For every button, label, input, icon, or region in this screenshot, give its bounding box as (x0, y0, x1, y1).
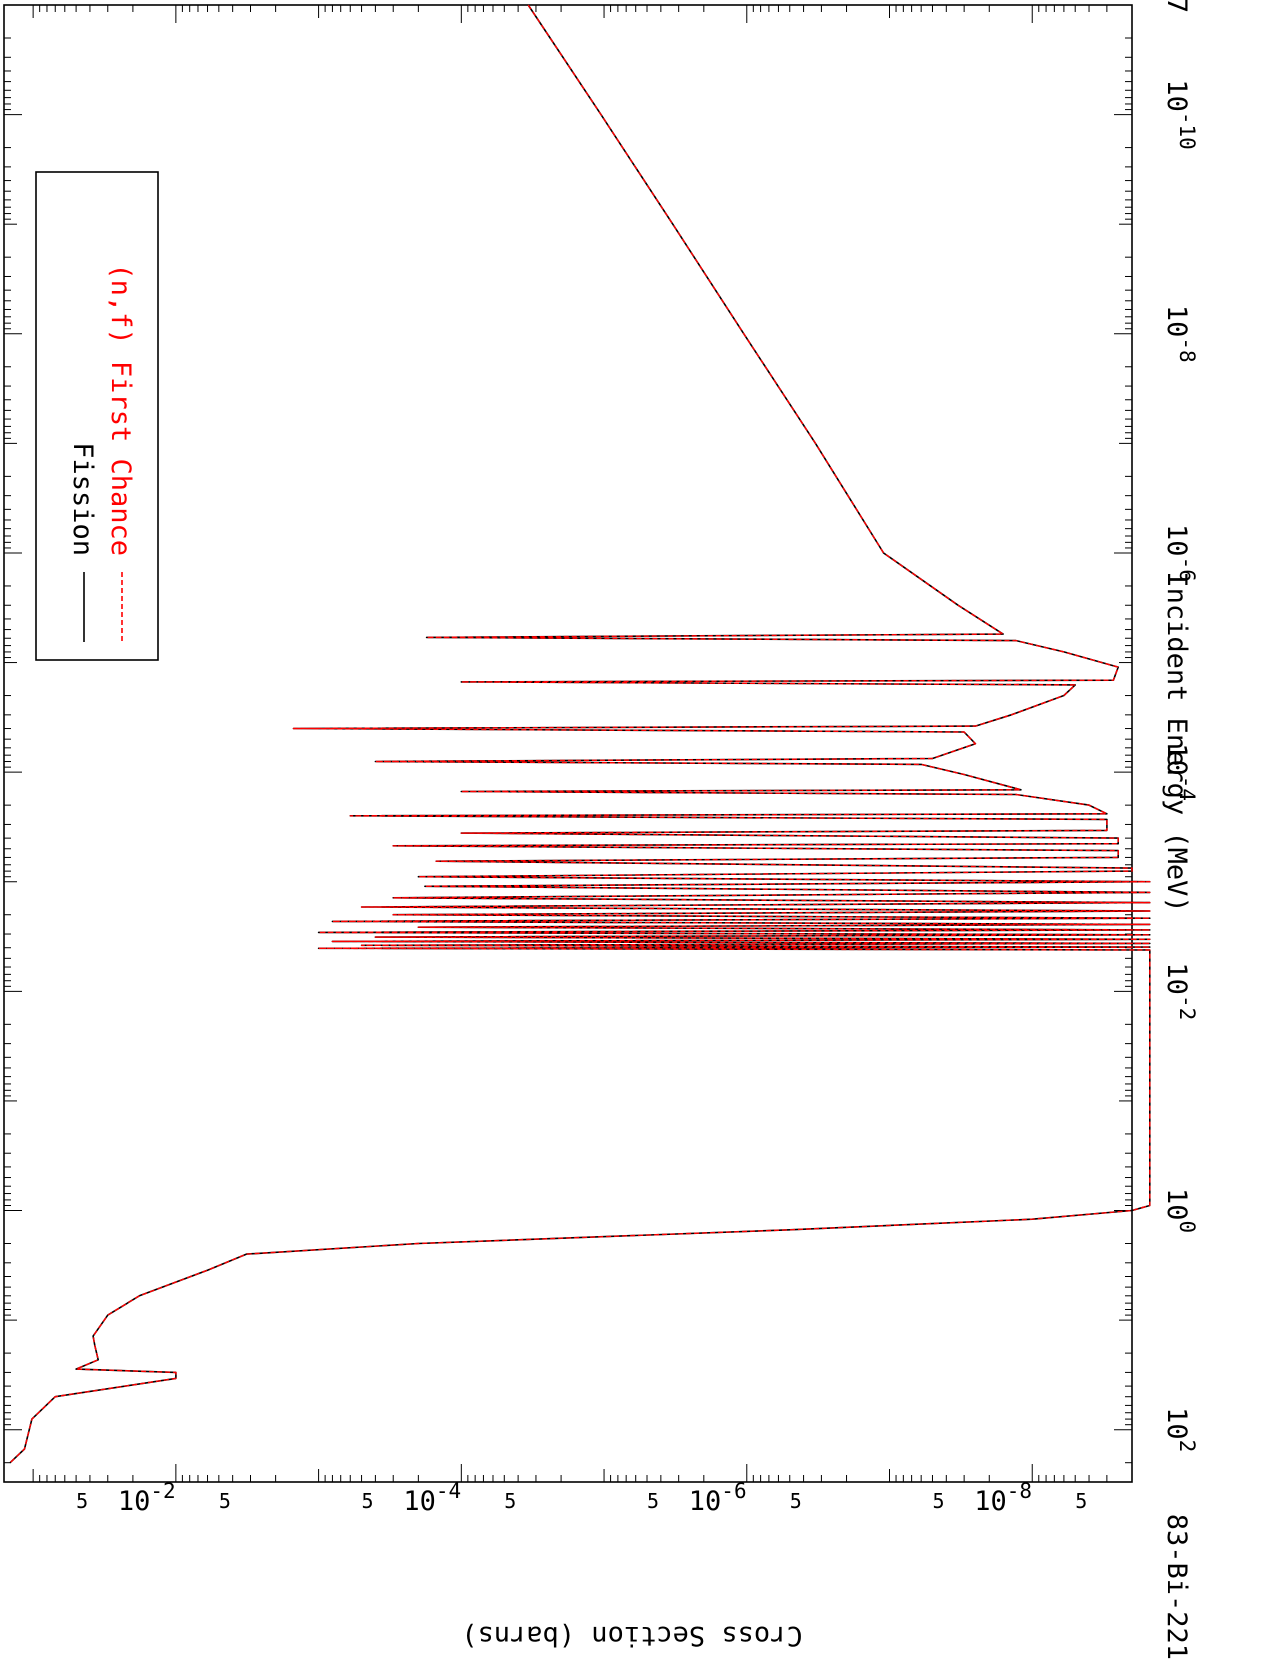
legend-box (35, 171, 159, 661)
x-tick-label: 102 (1161, 1407, 1199, 1452)
y-tick-label: 10-6 (689, 1479, 747, 1517)
y-minor-tick-label: 5 (1075, 1489, 1087, 1513)
x-tick-label: 10-8 (1161, 305, 1199, 363)
x-tick-label: 10-6 (1161, 524, 1199, 582)
rotated-plot-group: 10-10 10-8 10-6 10-4 10-2 100 102 10-8 10-6 10-4 1… (3, 0, 1199, 1660)
isotope-label: 83-Bi-221 (1161, 1514, 1192, 1660)
x-tick-label: 10-4 (1161, 743, 1199, 801)
y-tick-label: 10-4 (403, 1479, 461, 1517)
x-tick-label: 10-2 (1161, 962, 1199, 1020)
y-minor-tick-label: 5 (362, 1489, 374, 1513)
x-tick-label: 10-10 (1161, 79, 1199, 149)
legend-first-chance-label: (n,f) First Chance (105, 263, 136, 556)
y-minor-tick-label: 5 (647, 1489, 659, 1513)
curve-layer (9, 4, 1151, 1464)
plot-frame (3, 4, 1133, 1483)
legend-fission-label: Fission (67, 442, 98, 556)
x-corner-label: 7 (1161, 0, 1192, 13)
y-minor-tick-label: 5 (504, 1489, 516, 1513)
series-first-chance-line (9, 4, 1151, 1464)
y-minor-tick-label: 5 (76, 1489, 88, 1513)
y-tick-label: 10-2 (118, 1479, 176, 1517)
y-axis-label: Cross Section (barns) (461, 1620, 802, 1651)
x-tick-label: 100 (1161, 1188, 1199, 1233)
y-minor-tick-label: 5 (790, 1489, 802, 1513)
legend: Fission (n,f) First Chance (35, 171, 159, 661)
y-minor-tick-label: 5 (932, 1489, 944, 1513)
y-tick-label: 10-8 (974, 1479, 1032, 1517)
tick-labels: 10-10 10-8 10-6 10-4 10-2 100 102 10-8 10-6 10-4 1… (76, 79, 1199, 1517)
y-minor-tick-label: 5 (219, 1489, 231, 1513)
x-axis-label: Incident Energy (MeV) (1161, 571, 1192, 912)
